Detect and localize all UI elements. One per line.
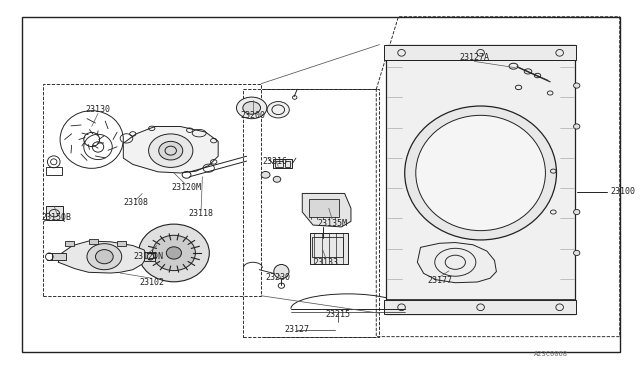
Bar <box>117 241 126 246</box>
Text: 23127A: 23127A <box>460 53 489 62</box>
Ellipse shape <box>273 176 281 182</box>
Polygon shape <box>417 243 497 283</box>
Bar <box>312 237 343 257</box>
Bar <box>143 252 155 261</box>
Text: 23127: 23127 <box>285 325 310 334</box>
Ellipse shape <box>274 264 289 279</box>
Bar <box>52 253 66 260</box>
Text: 23135M: 23135M <box>317 219 347 228</box>
Text: A23C0068: A23C0068 <box>534 351 568 357</box>
Bar <box>45 167 62 175</box>
Bar <box>89 239 98 244</box>
Ellipse shape <box>148 134 193 167</box>
Text: 23120N: 23120N <box>134 252 164 261</box>
Bar <box>308 199 339 217</box>
Bar <box>43 84 261 296</box>
Ellipse shape <box>261 171 270 178</box>
Text: 23150B: 23150B <box>42 213 72 222</box>
Text: 23177: 23177 <box>427 276 452 285</box>
Text: 23215: 23215 <box>326 310 351 319</box>
Bar <box>243 89 380 337</box>
Text: 23200: 23200 <box>241 111 266 120</box>
Text: 23216: 23216 <box>262 157 287 166</box>
Text: 23120M: 23120M <box>172 183 202 192</box>
Bar <box>275 161 283 167</box>
Ellipse shape <box>95 250 113 264</box>
Ellipse shape <box>416 115 545 231</box>
Bar <box>385 45 576 60</box>
Text: 23100: 23100 <box>610 187 636 196</box>
Ellipse shape <box>138 224 209 282</box>
Bar <box>385 300 576 314</box>
Ellipse shape <box>243 102 260 114</box>
Ellipse shape <box>159 141 183 160</box>
Polygon shape <box>302 193 351 227</box>
Ellipse shape <box>166 247 182 259</box>
Text: 23130: 23130 <box>86 105 111 114</box>
Text: 23230: 23230 <box>266 273 291 282</box>
Text: 23118: 23118 <box>189 209 214 218</box>
Text: 23133: 23133 <box>313 258 338 267</box>
Ellipse shape <box>237 97 267 119</box>
Ellipse shape <box>404 106 556 240</box>
Text: 23102: 23102 <box>140 278 164 287</box>
Ellipse shape <box>573 124 580 129</box>
Polygon shape <box>386 45 575 314</box>
Ellipse shape <box>573 209 580 215</box>
Ellipse shape <box>87 244 122 270</box>
Bar <box>310 232 348 264</box>
Ellipse shape <box>573 250 580 256</box>
Ellipse shape <box>267 102 289 118</box>
Ellipse shape <box>152 235 195 271</box>
Bar <box>45 206 63 220</box>
Polygon shape <box>124 126 218 173</box>
Bar <box>285 161 290 167</box>
Polygon shape <box>58 241 147 273</box>
Ellipse shape <box>573 83 580 88</box>
Text: 23108: 23108 <box>124 198 148 207</box>
Bar <box>65 241 74 246</box>
Bar <box>273 159 292 168</box>
